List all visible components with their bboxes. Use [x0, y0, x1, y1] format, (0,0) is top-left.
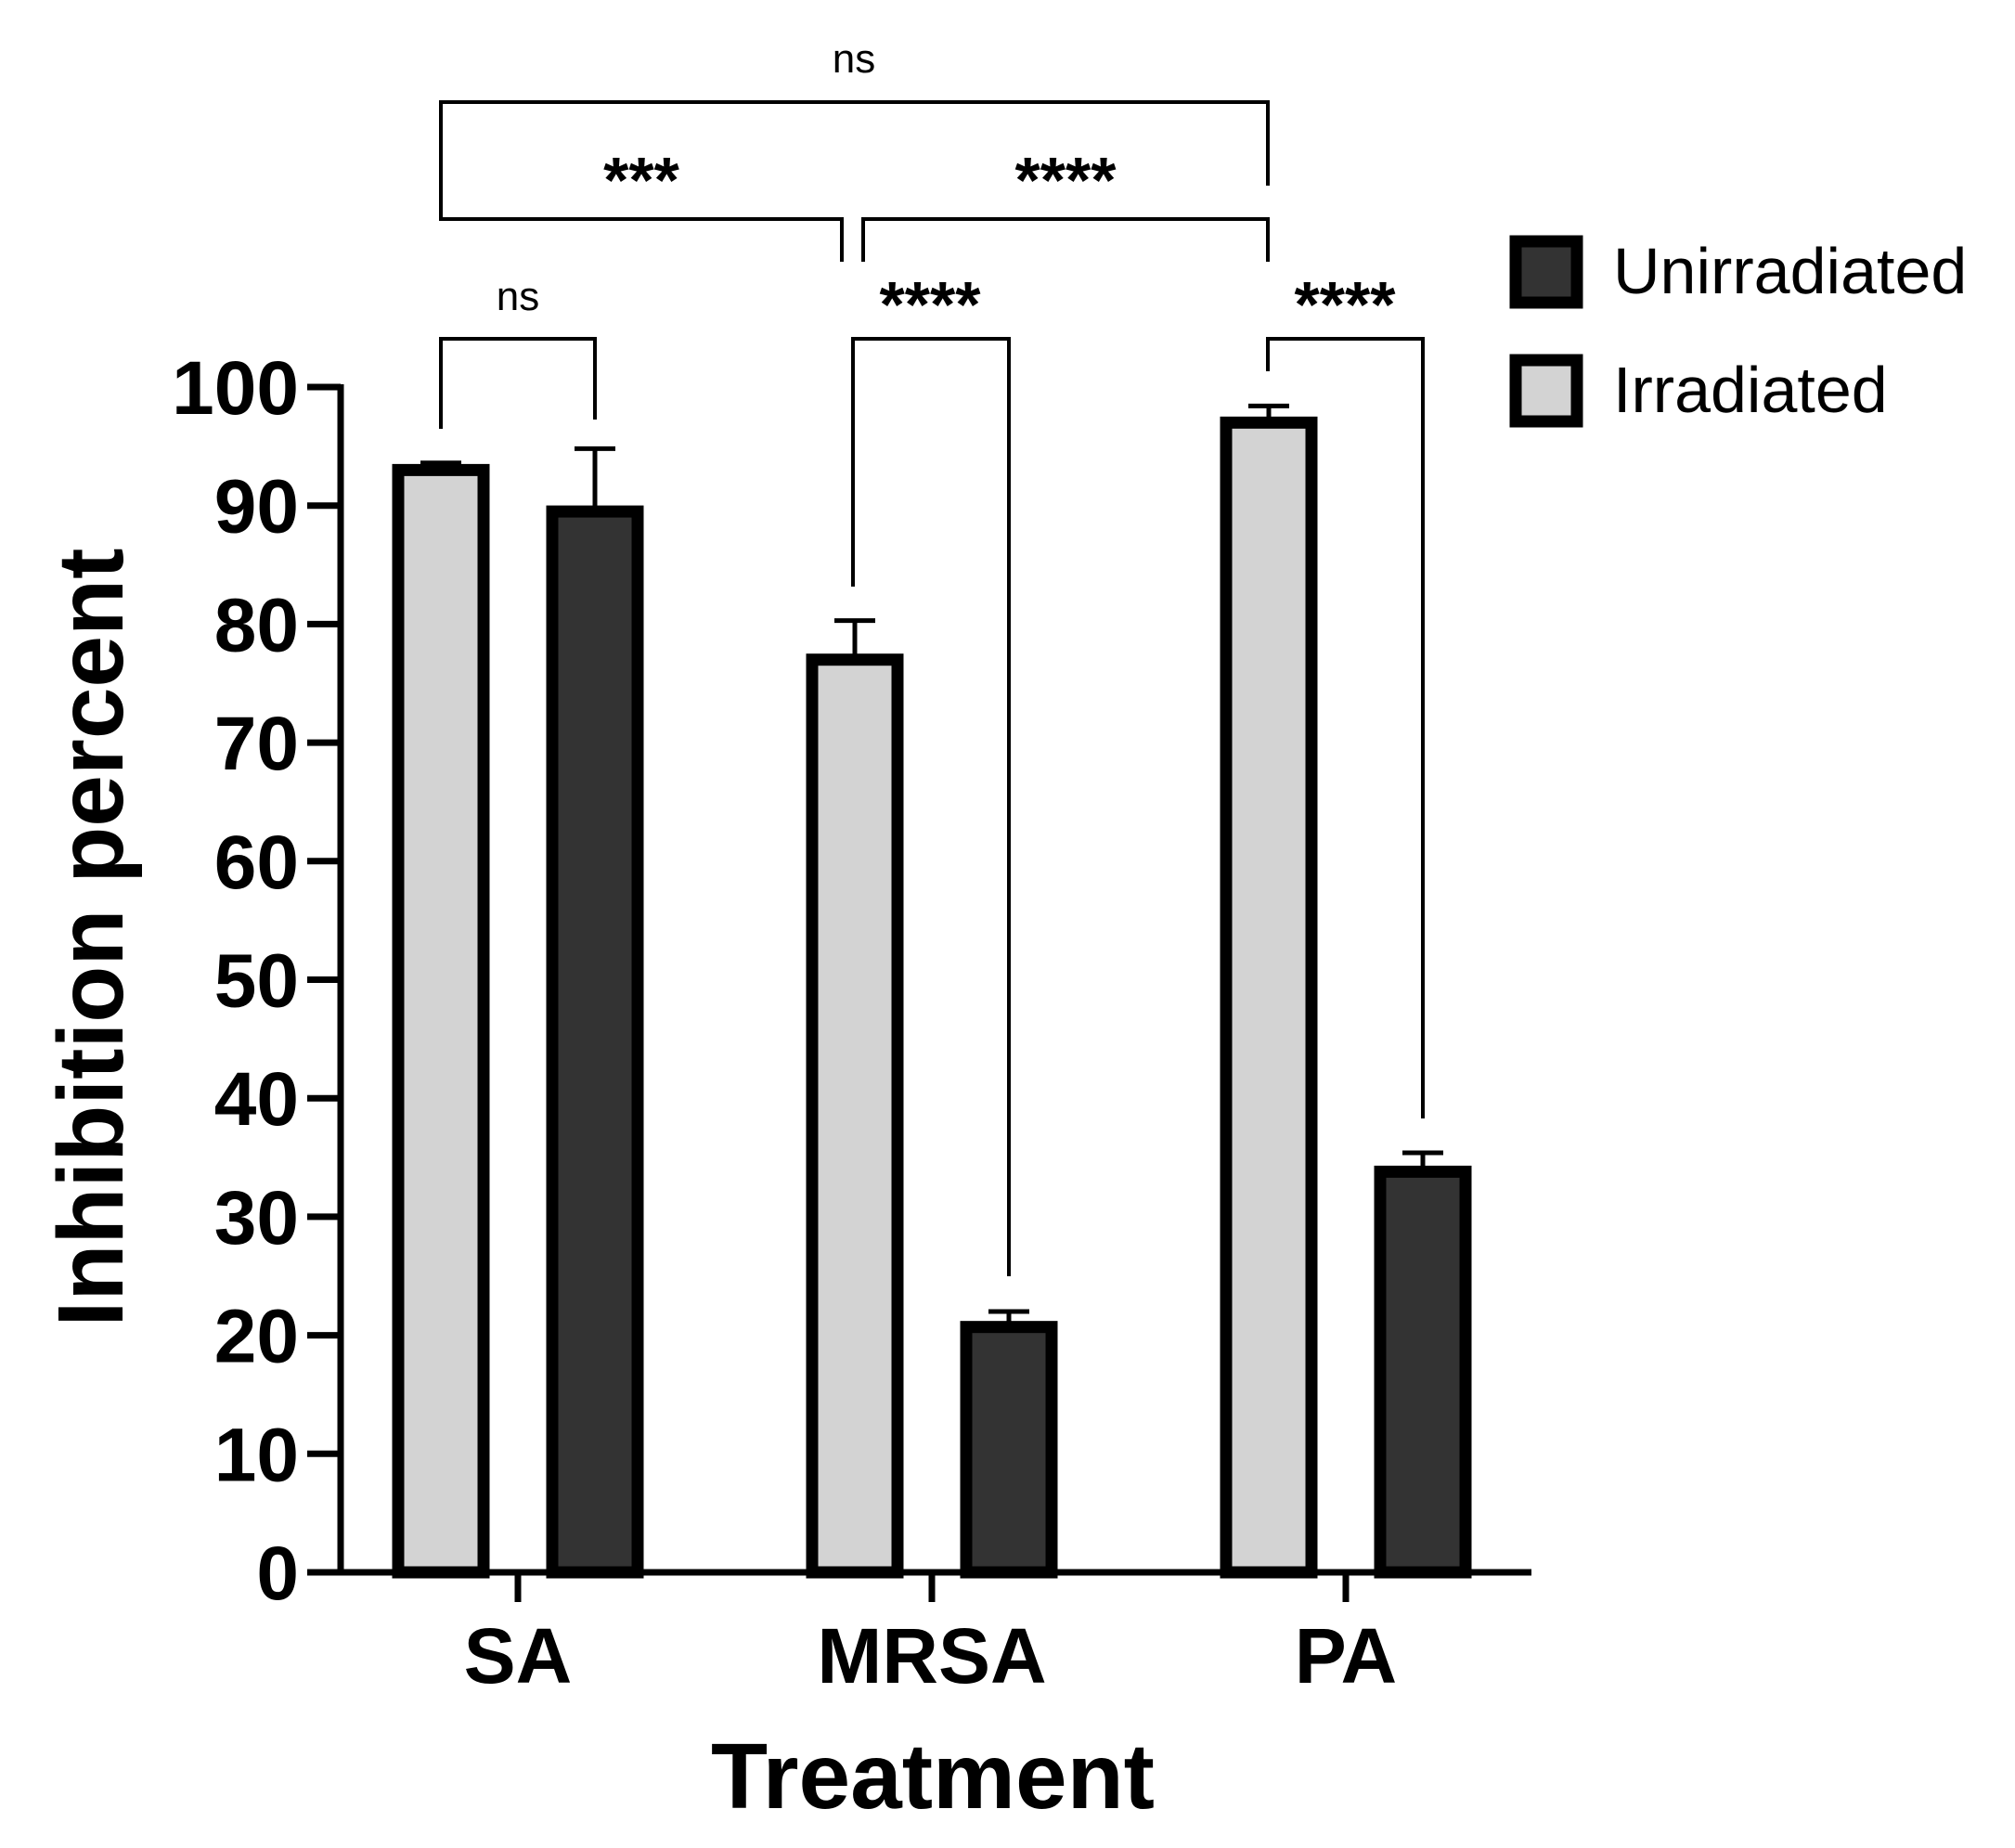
significance-label: **** [1015, 144, 1117, 216]
y-tick-label: 80 [214, 583, 299, 667]
legend-label: Unirradiated [1613, 235, 1967, 307]
significance-bracket [851, 337, 1011, 1276]
legend: Unirradiated Irradiated [1509, 235, 1967, 428]
x-category-label: SA [464, 1612, 573, 1699]
significance-bracket [861, 217, 1270, 262]
y-tick-label: 90 [214, 465, 299, 549]
y-tick-label: 20 [214, 1295, 299, 1379]
significance-brackets: ns*** ****ns **** **** [439, 36, 1425, 1276]
significance-bracket [1266, 337, 1425, 1118]
bars-group [392, 403, 1472, 1579]
significance-label: **** [880, 268, 982, 341]
significance-label: ns [833, 36, 875, 82]
y-ticks-group: 0 10 20 30 40 50 60 70 80 90 100 [172, 346, 341, 1616]
x-category-label: PA [1295, 1612, 1397, 1699]
significance-label: *** [603, 144, 679, 216]
y-tick-label: 10 [214, 1413, 299, 1497]
y-tick-label: 60 [214, 821, 299, 905]
significance-bracket [439, 100, 1270, 186]
axes-group [307, 384, 1531, 1576]
significance-label: ns [497, 274, 539, 319]
bar [806, 653, 904, 1579]
legend-swatch [1509, 354, 1583, 428]
legend-label: Irradiated [1613, 354, 1888, 426]
x-categories-group: SA MRSA PA [464, 1572, 1397, 1699]
y-tick-label: 40 [214, 1057, 299, 1142]
y-tick-label: 0 [256, 1531, 299, 1616]
legend-swatch [1509, 235, 1583, 309]
x-category-label: MRSA [817, 1612, 1046, 1699]
y-axis-title: Inhibition percent [39, 549, 143, 1327]
significance-bracket [439, 186, 844, 262]
x-axis-title: Treatment [711, 1725, 1155, 1829]
bar [1220, 416, 1318, 1579]
y-tick-label: 30 [214, 1176, 299, 1260]
bar [546, 505, 644, 1579]
significance-label: **** [1295, 268, 1397, 341]
bar [392, 463, 490, 1579]
y-tick-label: 50 [214, 939, 299, 1024]
significance-bracket [439, 337, 597, 429]
y-tick-label: 70 [214, 702, 299, 786]
y-tick-label: 100 [172, 346, 299, 431]
bar [1374, 1165, 1472, 1579]
bar [960, 1321, 1058, 1579]
